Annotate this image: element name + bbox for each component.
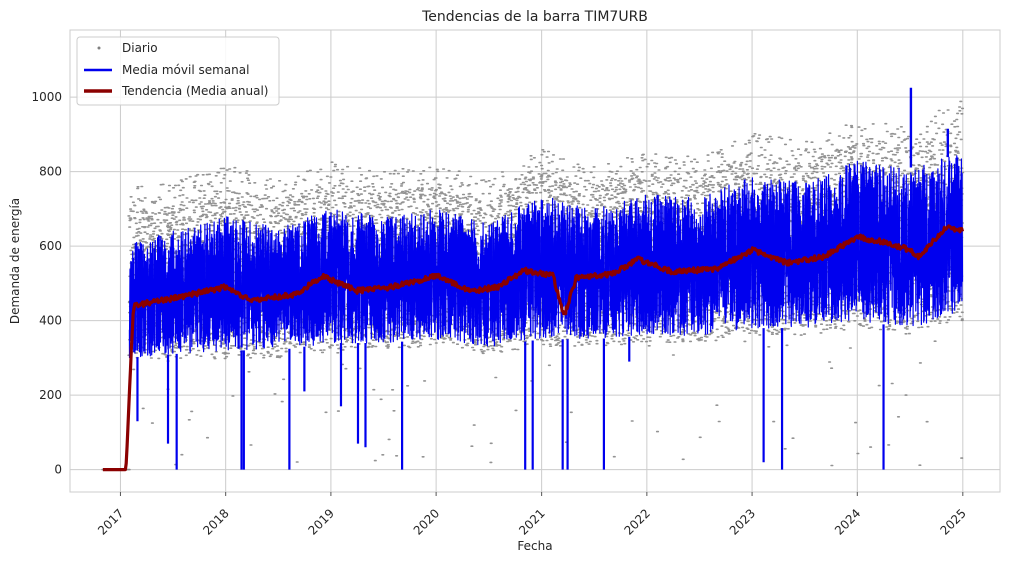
- chart-title: Tendencias de la barra TIM7URB: [421, 9, 648, 25]
- x-tick-label: 2025: [937, 506, 968, 537]
- y-axis-ticks: 0 200 400 600 800 1000: [31, 90, 62, 477]
- y-axis-title: Demanda de energía: [8, 198, 22, 324]
- legend-label-annual: Tendencia (Media anual): [121, 84, 268, 98]
- legend-label-daily: Diario: [122, 41, 158, 55]
- x-tick-label: 2024: [832, 506, 863, 537]
- legend: Diario Media móvil semanal Tendencia (Me…: [76, 36, 280, 106]
- x-tick-label: 2018: [200, 506, 231, 537]
- y-tick-label: 800: [39, 165, 62, 179]
- y-tick-label: 600: [39, 239, 62, 253]
- x-tick-label: 2017: [95, 506, 126, 537]
- series-weekly: [128, 87, 964, 470]
- x-tick-label: 2022: [621, 506, 652, 537]
- x-axis-ticks: 2017 2018 2019 2020 2021 2022 2023 2024 2025: [95, 492, 969, 538]
- legend-marker-daily: [97, 46, 101, 50]
- x-tick-label: 2020: [411, 506, 442, 537]
- annual-trend-line: [102, 224, 965, 472]
- x-axis-title: Fecha: [517, 539, 552, 553]
- plot-frame: [69, 29, 1001, 493]
- y-tick-label: 400: [39, 314, 62, 328]
- y-tick-label: 0: [54, 463, 62, 477]
- x-tick-label: 2021: [516, 506, 547, 537]
- series-annual: [102, 224, 965, 472]
- y-tick-label: 1000: [31, 90, 62, 104]
- x-tick-label: 2023: [727, 506, 758, 537]
- legend-label-weekly: Media móvil semanal: [122, 63, 249, 77]
- y-tick-label: 200: [39, 388, 62, 402]
- legend-box: [76, 36, 280, 106]
- x-tick-label: 2019: [306, 506, 337, 537]
